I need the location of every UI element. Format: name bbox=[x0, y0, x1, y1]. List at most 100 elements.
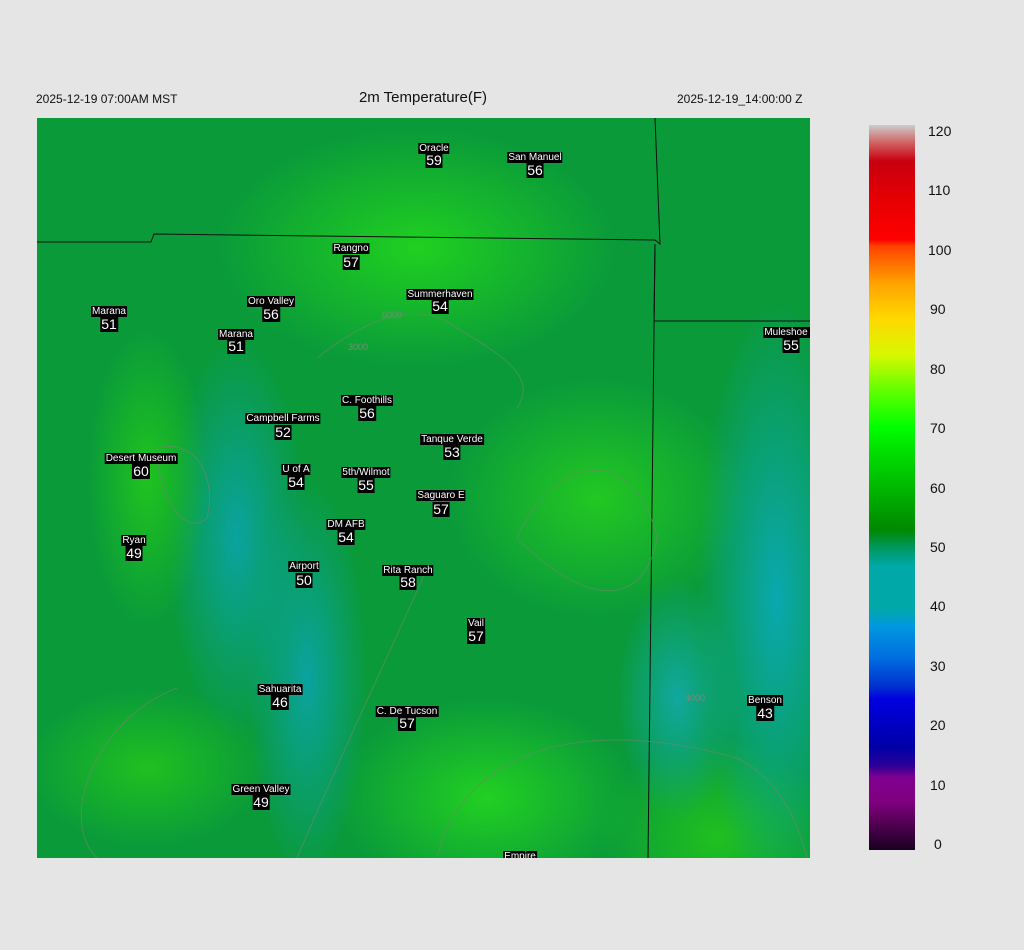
station-name: C. De Tucson bbox=[375, 706, 439, 717]
elevation-contour bbox=[296, 567, 428, 858]
station-name: Green Valley bbox=[231, 784, 291, 795]
station-marker: C. Foothills 56 bbox=[340, 390, 394, 421]
station-marker: Rita Ranch 58 bbox=[382, 560, 434, 590]
station-marker: 5th/Wilmot 55 bbox=[341, 462, 391, 493]
elevation-contour bbox=[436, 739, 808, 858]
colorbar-tick-label: 40 bbox=[930, 598, 946, 615]
station-temperature: 52 bbox=[274, 424, 292, 440]
station-temperature: 57 bbox=[432, 501, 450, 517]
colorbar-tick-label: 50 bbox=[930, 538, 946, 555]
station-marker: Airport 50 bbox=[288, 556, 320, 588]
station-temperature: 53 bbox=[443, 444, 461, 460]
station-name: Benson bbox=[747, 695, 783, 706]
station-temperature: 59 bbox=[425, 152, 443, 168]
colorbar-tick-label: 80 bbox=[930, 360, 946, 377]
station-temperature: 54 bbox=[431, 298, 449, 314]
colorbar-tick-label: 30 bbox=[930, 657, 946, 674]
station-temperature: 57 bbox=[398, 715, 416, 731]
contour-label: 4000 bbox=[685, 693, 705, 703]
county-boundary bbox=[647, 243, 656, 858]
station-temperature: 51 bbox=[227, 338, 245, 354]
station-marker: Tanque Verde 53 bbox=[420, 429, 484, 460]
station-marker: San Manuel 56 bbox=[507, 147, 563, 178]
station-marker: U of A 54 bbox=[281, 459, 311, 490]
contour-label: 3000 bbox=[348, 342, 368, 352]
station-name: San Manuel bbox=[507, 152, 563, 163]
station-marker: Marana 51 bbox=[91, 301, 127, 332]
station-temperature: 60 bbox=[132, 463, 150, 479]
station-temperature: 58 bbox=[399, 574, 417, 590]
station-temperature: 54 bbox=[337, 529, 355, 545]
elevation-contour bbox=[316, 313, 524, 409]
station-name: Vail bbox=[467, 618, 485, 629]
station-name: Summerhaven bbox=[406, 289, 474, 300]
station-marker: Vail 57 bbox=[467, 613, 485, 644]
colorbar-tick-label: 120 bbox=[928, 123, 952, 139]
station-marker: Ryan 49 bbox=[121, 530, 147, 561]
colorbar-tick-label: 20 bbox=[930, 717, 946, 734]
colorbar-tick-label: 90 bbox=[930, 301, 946, 318]
station-name: Ryan bbox=[121, 535, 147, 546]
station-marker: C. De Tucson 57 bbox=[375, 701, 439, 731]
station-marker: Marana 51 bbox=[218, 324, 254, 354]
elevation-contour bbox=[80, 687, 178, 858]
colorbar-tick-label: 10 bbox=[930, 776, 946, 793]
station-temperature: 49 bbox=[252, 794, 270, 810]
colorbar-tick-label: 100 bbox=[928, 241, 952, 258]
station-temperature: 43 bbox=[756, 705, 774, 721]
station-marker: Oracle 59 bbox=[418, 138, 450, 168]
station-name: Rita Ranch bbox=[382, 565, 434, 576]
station-marker: Desert Museum 60 bbox=[104, 448, 178, 479]
station-name: Desert Museum bbox=[104, 453, 178, 464]
station-marker: Oro Valley 56 bbox=[247, 291, 295, 322]
station-name: Oracle bbox=[418, 143, 450, 154]
station-temperature: 46 bbox=[271, 694, 289, 710]
colorbar bbox=[869, 125, 915, 850]
station-temperature: 49 bbox=[125, 545, 143, 561]
station-marker: Empire bbox=[503, 846, 537, 858]
station-marker: Summerhaven 54 bbox=[406, 284, 474, 314]
station-name: Rangno bbox=[332, 243, 370, 254]
utc-time: 2025-12-19_14:00:00 Z bbox=[677, 92, 803, 106]
station-marker: Muleshoe R55 bbox=[763, 322, 810, 353]
station-name: Oro Valley bbox=[247, 296, 295, 307]
station-name: U of A bbox=[281, 464, 311, 475]
colorbar-tick-label: 0 bbox=[934, 836, 942, 852]
station-temperature: 56 bbox=[358, 405, 376, 421]
elevation-contour bbox=[516, 470, 658, 592]
colorbar-tick-label: 60 bbox=[930, 479, 946, 496]
station-temperature: 56 bbox=[262, 306, 280, 322]
station-name: Tanque Verde bbox=[420, 434, 484, 445]
map-overlay: 3000 4000 5000 6000 bbox=[37, 118, 810, 858]
map-title: 2m Temperature(F) bbox=[358, 89, 488, 106]
station-temperature: 55 bbox=[782, 337, 800, 353]
station-temperature: 56 bbox=[526, 162, 544, 178]
station-name: DM AFB bbox=[326, 519, 366, 530]
station-name: Airport bbox=[288, 561, 320, 572]
station-name: Saguaro E bbox=[416, 490, 466, 501]
colorbar-tick-label: 110 bbox=[928, 182, 951, 199]
local-time: 2025-12-19 07:00AM MST bbox=[36, 92, 178, 106]
station-name: Marana bbox=[218, 329, 254, 340]
county-boundary bbox=[37, 118, 661, 246]
station-name: C. Foothills bbox=[340, 395, 394, 406]
station-name: Muleshoe R bbox=[763, 327, 810, 338]
station-temperature: 54 bbox=[287, 474, 305, 490]
station-temperature: 55 bbox=[357, 477, 375, 493]
station-marker: Green Valley 49 bbox=[231, 779, 291, 810]
station-temperature: 50 bbox=[295, 572, 313, 588]
station-marker: Sahuarita 46 bbox=[257, 679, 303, 710]
station-marker: DM AFB 54 bbox=[326, 514, 366, 545]
station-marker: Rangno 57 bbox=[332, 238, 370, 270]
station-name: Marana bbox=[91, 306, 127, 317]
station-name: Sahuarita bbox=[257, 684, 303, 695]
station-temperature: 51 bbox=[100, 316, 118, 332]
station-marker: Benson 43 bbox=[747, 690, 783, 721]
station-name: Empire bbox=[503, 851, 537, 858]
station-marker: Campbell Farms 52 bbox=[245, 408, 321, 440]
contour-label: 6000 bbox=[382, 310, 402, 320]
station-temperature: 57 bbox=[467, 628, 485, 644]
station-name: Campbell Farms bbox=[245, 413, 321, 424]
station-marker: Saguaro E 57 bbox=[416, 485, 466, 517]
